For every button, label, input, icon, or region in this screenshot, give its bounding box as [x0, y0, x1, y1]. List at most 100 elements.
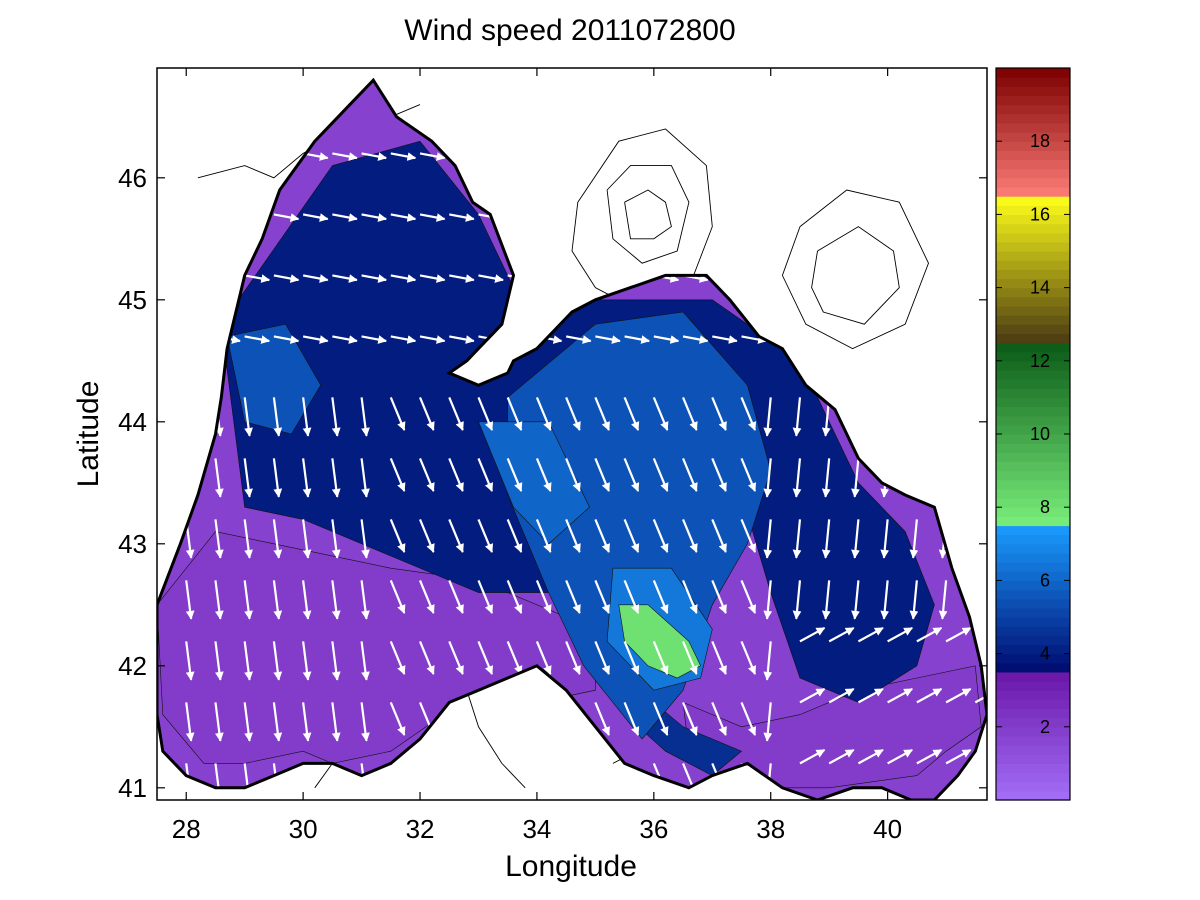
- wind-vector-arrow: [535, 640, 552, 675]
- colorbar-band: [996, 470, 1070, 481]
- wind-vector-arrow: [624, 335, 651, 344]
- wind-vector-arrow: [360, 580, 370, 620]
- x-axis-label: Longitude: [505, 850, 637, 883]
- wind-vector-arrow: [331, 519, 341, 559]
- land-contour-line: [811, 226, 900, 325]
- x-tick-label: 28: [172, 814, 201, 844]
- wind-vector-arrow: [332, 274, 358, 283]
- wind-vector-arrow: [792, 519, 802, 559]
- colorbar-band: [996, 388, 1070, 398]
- wind-vector-arrow: [851, 458, 860, 498]
- wind-vector-arrow: [185, 641, 195, 681]
- colorbar-band: [996, 754, 1070, 764]
- wind-vector-arrow: [214, 580, 224, 620]
- wind-vector-arrow: [478, 274, 504, 283]
- colorbar-band: [996, 525, 1070, 536]
- wind-vector-arrow: [887, 748, 913, 765]
- wind-vector-arrow: [185, 702, 195, 742]
- wind-vector-arrow: [506, 457, 523, 492]
- colorbar-band: [996, 251, 1070, 261]
- colorbar-band: [996, 671, 1070, 682]
- wind-vector-arrow: [419, 640, 435, 675]
- colorbar-tick-label: 4: [1040, 644, 1050, 664]
- wind-vector-arrow: [302, 335, 329, 344]
- wind-vector-arrow: [652, 518, 669, 553]
- wind-vector-arrow: [945, 626, 972, 643]
- wind-vector-arrow: [361, 274, 387, 283]
- colorbar-band: [996, 287, 1070, 298]
- colorbar-band: [996, 598, 1070, 609]
- wind-vector-arrow: [389, 396, 406, 431]
- wind-vector-arrow: [419, 518, 435, 553]
- wind-vector-arrow: [623, 518, 640, 553]
- wind-vector-arrow: [851, 580, 860, 620]
- wind-vector-arrow: [763, 580, 773, 620]
- wind-vector-arrow: [851, 519, 860, 559]
- wind-vector-arrow: [244, 335, 271, 344]
- wind-vector-arrow: [390, 274, 417, 283]
- wind-vector-arrow: [594, 701, 610, 736]
- wind-vector-arrow: [273, 213, 300, 222]
- colorbar-band: [996, 379, 1070, 389]
- colorbar-band: [996, 132, 1070, 142]
- wind-vector-arrow: [652, 701, 669, 736]
- wind-vector-arrow: [448, 579, 464, 614]
- colorbar-band: [996, 104, 1070, 115]
- wind-vector-arrow: [302, 213, 329, 222]
- wind-vector-arrow: [623, 640, 640, 675]
- wind-vector-arrow: [652, 457, 669, 492]
- land-contour-line: [571, 128, 713, 313]
- y-tick-label: 44: [118, 407, 147, 437]
- wind-vector-arrow: [243, 641, 253, 681]
- colorbar-band: [996, 369, 1070, 380]
- wind-vector-arrow: [506, 518, 523, 553]
- wind-vector-arrow: [652, 640, 669, 675]
- wind-vector-arrow: [361, 335, 387, 344]
- wind-vector-arrow: [821, 580, 831, 620]
- colorbar-band: [996, 461, 1070, 472]
- wind-vector-arrow: [506, 579, 523, 614]
- wind-vector-arrow: [361, 152, 387, 161]
- colorbar-band: [996, 717, 1070, 728]
- wind-vector-arrow: [389, 640, 406, 675]
- speed-contour-region: [507, 311, 772, 740]
- land-contour-line: [624, 189, 672, 240]
- colorbar-band: [996, 772, 1070, 783]
- wind-vector-arrow: [916, 687, 943, 704]
- colorbar-band: [996, 95, 1070, 106]
- colorbar: [996, 68, 1070, 801]
- y-axis-ticks: 41 42 43 44 45 46: [118, 163, 987, 803]
- wind-vector-arrow: [880, 580, 890, 620]
- wind-vector-arrow: [565, 457, 581, 492]
- wind-vector-arrow: [244, 274, 271, 283]
- wind-vector-arrow: [828, 748, 855, 765]
- wind-vector-arrow: [419, 457, 435, 492]
- wind-vector-arrow: [711, 701, 727, 736]
- colorbar-band: [996, 406, 1070, 417]
- y-tick-label: 42: [118, 651, 147, 681]
- x-axis-ticks: 28 30 32 34 36 38 40: [172, 68, 902, 844]
- wind-vector-arrow: [272, 641, 283, 681]
- colorbar-band: [996, 141, 1070, 151]
- wind-vector-arrow: [938, 580, 948, 620]
- wind-vector-arrow: [623, 701, 640, 736]
- wind-vector-arrow: [449, 335, 475, 344]
- wind-vector-arrow: [214, 702, 224, 742]
- wind-vector-arrow: [682, 335, 709, 344]
- colorbar-band: [996, 86, 1070, 97]
- colorbar-band: [996, 434, 1070, 444]
- wind-vector-arrow: [857, 748, 884, 765]
- colorbar-band: [996, 186, 1070, 197]
- wind-vector-arrow: [740, 457, 757, 492]
- wind-vector-arrow: [828, 687, 855, 704]
- wind-vector-arrow: [506, 396, 523, 431]
- wind-vector-arrow: [535, 457, 552, 492]
- x-tick-label: 40: [873, 814, 902, 844]
- colorbar-band: [996, 351, 1070, 362]
- wind-vector-arrow: [302, 397, 312, 437]
- wind-vector-arrow: [682, 396, 698, 431]
- wind-vector-arrow: [565, 396, 581, 431]
- colorbar-band: [996, 415, 1070, 426]
- wind-vector-arrow: [682, 640, 698, 675]
- wind-vector-arrow: [792, 458, 802, 498]
